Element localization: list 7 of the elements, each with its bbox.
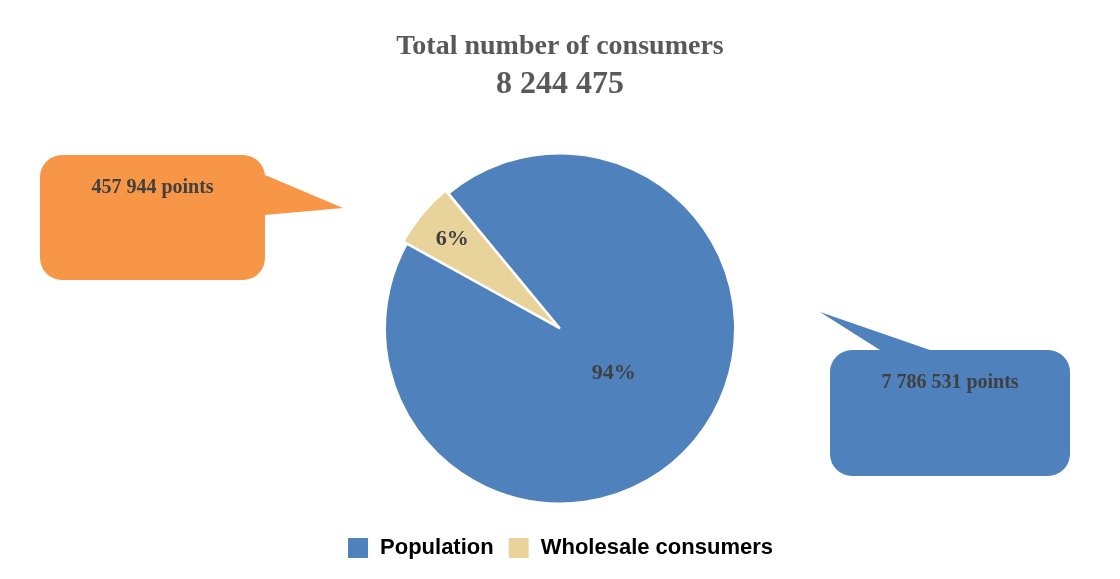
chart-subtitle: 8 244 475 [496, 64, 624, 101]
legend-label: Population [380, 534, 494, 560]
legend-label: Wholesale consumers [540, 534, 773, 560]
chart-title: Total number of consumers [396, 29, 724, 61]
speech-bubble: 457 944 points [40, 155, 345, 280]
data-label: 94% [591, 358, 636, 384]
data-label: 6% [435, 224, 469, 250]
